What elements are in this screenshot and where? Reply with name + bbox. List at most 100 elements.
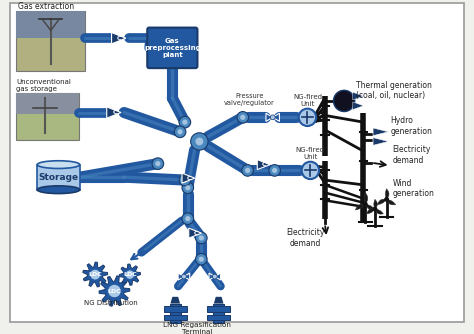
Polygon shape: [375, 209, 383, 214]
Polygon shape: [119, 264, 140, 285]
Circle shape: [195, 232, 207, 244]
Bar: [213, 304, 224, 323]
Text: Pressure
valve/regulator: Pressure valve/regulator: [224, 93, 275, 106]
Circle shape: [245, 168, 250, 173]
Text: C: C: [117, 36, 122, 41]
Polygon shape: [273, 113, 280, 121]
Circle shape: [155, 161, 161, 166]
Bar: [207, 306, 230, 312]
Circle shape: [272, 168, 277, 173]
Circle shape: [179, 174, 191, 186]
Circle shape: [182, 274, 186, 279]
Polygon shape: [189, 228, 201, 238]
Circle shape: [242, 165, 254, 176]
Text: C: C: [187, 176, 191, 181]
Text: Unconventional
gas storage: Unconventional gas storage: [16, 79, 71, 92]
Text: Hydro
generation: Hydro generation: [391, 116, 432, 136]
Polygon shape: [353, 92, 364, 100]
Polygon shape: [257, 160, 270, 170]
Circle shape: [334, 90, 355, 112]
Polygon shape: [215, 273, 220, 280]
Polygon shape: [111, 32, 126, 44]
Polygon shape: [366, 209, 375, 214]
Circle shape: [270, 115, 275, 120]
Circle shape: [269, 165, 281, 176]
Text: LNG Regasification
Terminal: LNG Regasification Terminal: [164, 322, 231, 334]
Polygon shape: [353, 102, 364, 110]
Circle shape: [152, 158, 164, 169]
Bar: [207, 315, 230, 320]
Bar: [164, 306, 187, 312]
Text: NG-fired
Unit: NG-fired Unit: [293, 94, 322, 107]
Polygon shape: [83, 262, 108, 287]
Circle shape: [363, 202, 368, 207]
Circle shape: [125, 270, 135, 279]
Circle shape: [191, 133, 208, 150]
Circle shape: [185, 216, 191, 221]
Bar: [37, 165, 80, 190]
Text: Gas
preprocessing
plant: Gas preprocessing plant: [144, 38, 201, 58]
Text: LDC: LDC: [123, 272, 137, 277]
Circle shape: [301, 162, 319, 179]
FancyBboxPatch shape: [147, 28, 198, 68]
Text: Electricity
demand: Electricity demand: [286, 228, 325, 248]
Polygon shape: [182, 173, 195, 183]
Circle shape: [185, 185, 191, 190]
Circle shape: [199, 235, 204, 240]
Polygon shape: [178, 273, 184, 280]
Polygon shape: [387, 199, 396, 205]
Circle shape: [90, 269, 100, 280]
Polygon shape: [171, 297, 180, 304]
Polygon shape: [356, 204, 365, 210]
Polygon shape: [266, 113, 273, 121]
Ellipse shape: [37, 161, 80, 168]
Text: NG-fired
Unit: NG-fired Unit: [296, 147, 325, 160]
Polygon shape: [184, 273, 190, 280]
Text: Gas extraction: Gas extraction: [18, 2, 74, 11]
Bar: [16, 93, 79, 114]
Text: C: C: [112, 110, 117, 115]
Circle shape: [177, 129, 182, 134]
Circle shape: [182, 177, 188, 183]
Text: Thermal generation
(coal, oil, nuclear): Thermal generation (coal, oil, nuclear): [356, 80, 431, 100]
Circle shape: [212, 274, 217, 279]
Text: LDC: LDC: [108, 289, 121, 294]
Circle shape: [240, 115, 246, 120]
Circle shape: [179, 116, 191, 128]
Circle shape: [237, 112, 248, 123]
Polygon shape: [377, 199, 387, 205]
Circle shape: [182, 120, 188, 125]
Bar: [164, 315, 187, 320]
Circle shape: [373, 207, 377, 211]
Text: C: C: [262, 162, 266, 167]
Circle shape: [182, 213, 193, 224]
Circle shape: [199, 257, 204, 262]
Ellipse shape: [37, 186, 80, 194]
Circle shape: [195, 254, 207, 265]
Bar: [16, 93, 79, 140]
Polygon shape: [364, 193, 368, 204]
Text: Electricity
demand: Electricity demand: [392, 145, 431, 165]
Text: NG Distribution: NG Distribution: [83, 300, 137, 306]
Polygon shape: [99, 276, 130, 306]
Polygon shape: [374, 199, 377, 209]
Bar: [16, 11, 85, 71]
Polygon shape: [214, 297, 223, 304]
Circle shape: [195, 138, 203, 145]
Polygon shape: [373, 138, 389, 145]
Polygon shape: [209, 273, 215, 280]
Text: C: C: [193, 231, 198, 235]
Circle shape: [108, 284, 121, 298]
Polygon shape: [365, 204, 375, 210]
Bar: [170, 304, 181, 323]
Text: Storage: Storage: [38, 173, 79, 182]
Polygon shape: [385, 189, 389, 199]
Text: LDC: LDC: [88, 272, 102, 277]
Circle shape: [384, 197, 389, 202]
Circle shape: [182, 182, 193, 194]
Polygon shape: [107, 107, 121, 118]
Circle shape: [174, 126, 186, 138]
Bar: [16, 11, 85, 38]
Polygon shape: [373, 128, 389, 136]
Text: Wind
generation: Wind generation: [392, 179, 434, 198]
